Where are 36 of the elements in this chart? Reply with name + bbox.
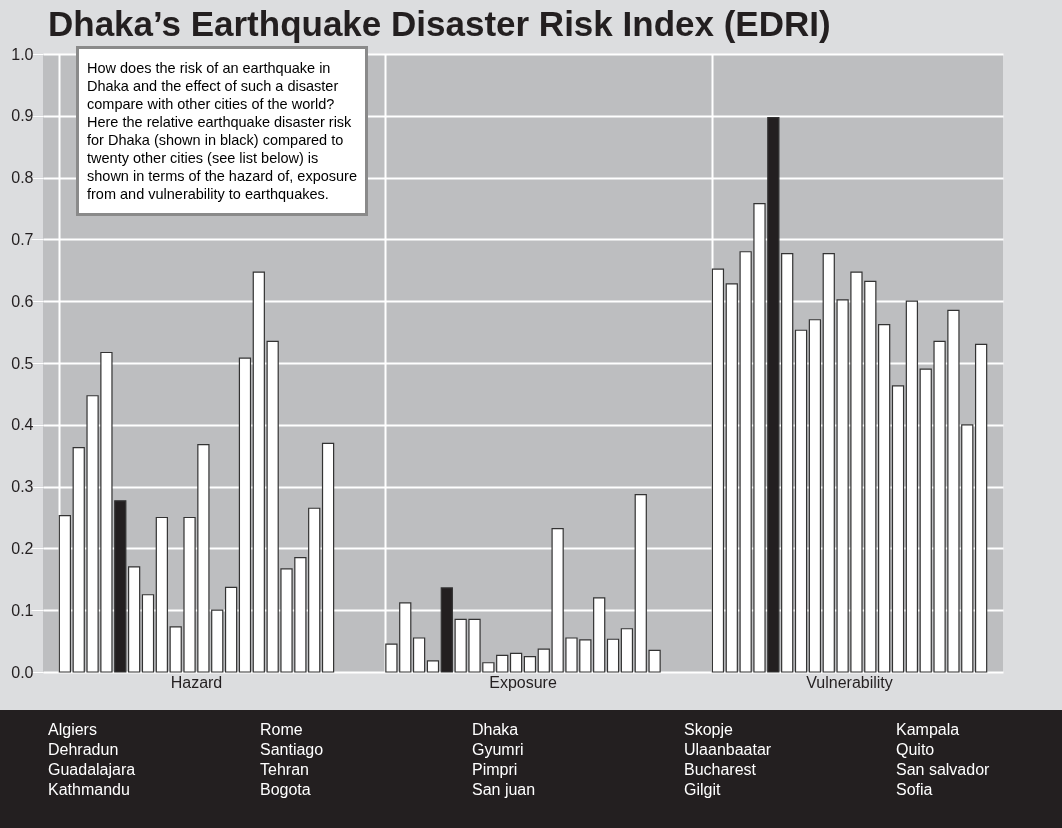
text: San juan	[472, 780, 536, 800]
y-tick-label: 0.5	[11, 354, 34, 372]
y-tick-label: 0.2	[11, 539, 34, 557]
text: Rome	[260, 720, 304, 740]
text: Pimpri	[472, 760, 519, 780]
text: Quito	[896, 740, 936, 760]
y-tick-label: 0.9	[11, 107, 34, 125]
y-tick-label: 1.0	[11, 45, 34, 63]
text: Bogota	[260, 780, 312, 800]
text: Guadalajara	[48, 760, 136, 780]
text: Tehran	[260, 760, 310, 780]
annotation: How does the risk of an earthquake in Dhaka and the effect of such a disaster compare with other cities of the world? Here the relative earthquake disaster risk for Dhaka (shown in black) compared to twenty other cities (see list below) is shown in terms of the hazard of, exposure from and vulnerability to earthquakes.	[76, 46, 368, 216]
text: Skopje	[684, 720, 734, 740]
y-tick-label: 0.4	[11, 416, 34, 434]
y-tick-label: 0.8	[11, 169, 34, 187]
y-tick-label: 0.1	[11, 601, 34, 619]
y-tick-label: 0.0	[11, 663, 34, 681]
text: Kampala	[896, 720, 961, 740]
x-tick-label: Hazard	[170, 673, 223, 691]
chart-title: Dhaka’s Earthquake Disaster Risk Index (EDRI)	[48, 4, 831, 44]
y-tick-label: 0.3	[11, 478, 34, 496]
x-tick-label: Exposure	[489, 673, 557, 691]
text: Gilgit	[684, 780, 722, 800]
text: Ulaanbaatar	[684, 740, 772, 760]
y-tick-label: 0.7	[11, 230, 34, 248]
x-tick-label: Vulnerability	[806, 673, 893, 691]
text: San salvador	[896, 760, 990, 780]
y-tick-label: 0.6	[11, 292, 34, 310]
text: Sofia	[896, 780, 934, 800]
text: Algiers	[48, 720, 98, 740]
text: Dhaka	[472, 720, 520, 740]
text: Kathmandu	[48, 780, 131, 800]
text: Bucharest	[684, 760, 758, 780]
text: Dehradun	[48, 740, 120, 760]
text: Gyumri	[472, 740, 525, 760]
text: Santiago	[260, 740, 324, 760]
